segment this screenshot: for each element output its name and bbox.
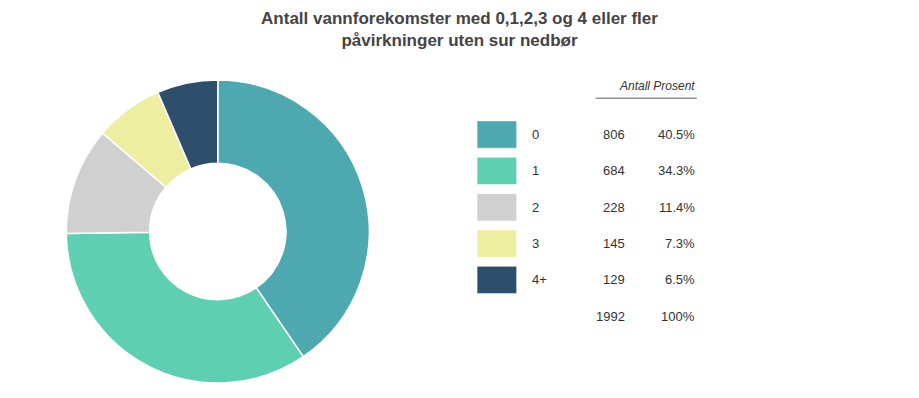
svg-text:3: 3	[532, 236, 539, 251]
svg-text:6.5%: 6.5%	[665, 272, 695, 287]
svg-text:11.4%: 11.4%	[659, 200, 695, 215]
svg-text:4+: 4+	[532, 272, 547, 287]
svg-text:40.5%: 40.5%	[658, 127, 695, 142]
svg-text:228: 228	[603, 200, 625, 215]
svg-text:100%: 100%	[661, 309, 695, 324]
svg-text:Antall Prosent: Antall Prosent	[619, 79, 695, 93]
svg-text:806: 806	[603, 127, 625, 142]
svg-text:34.3%: 34.3%	[658, 163, 695, 178]
svg-text:7.3%: 7.3%	[665, 236, 695, 251]
svg-text:145: 145	[603, 236, 625, 251]
svg-text:1: 1	[532, 163, 539, 178]
svg-text:1992: 1992	[596, 309, 625, 324]
svg-text:129: 129	[603, 272, 625, 287]
svg-text:684: 684	[603, 163, 625, 178]
svg-text:0: 0	[532, 127, 539, 142]
svg-text:2: 2	[532, 200, 539, 215]
svg-text:Antall vannforekomster med 0,1: Antall vannforekomster med 0,1,2,3 og 4 …	[261, 9, 658, 50]
